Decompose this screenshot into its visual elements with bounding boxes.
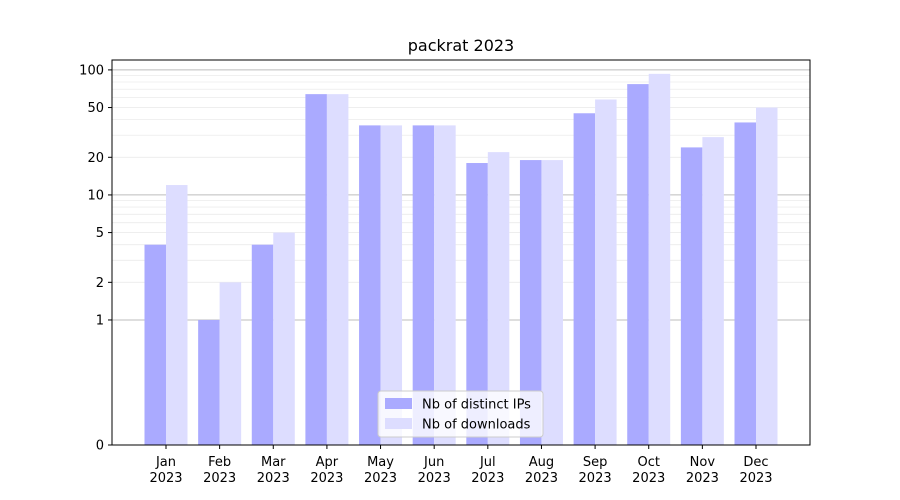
bar-distinct-ips-dec bbox=[734, 122, 756, 445]
bar-downloads-dec bbox=[756, 107, 778, 446]
bar-downloads-feb bbox=[219, 282, 242, 445]
y-tick-label: 10 bbox=[87, 188, 104, 203]
chart-title: packrat 2023 bbox=[408, 36, 514, 55]
bar-distinct-ips-feb bbox=[198, 319, 220, 445]
x-tick-label: Sep 2023 bbox=[579, 455, 612, 486]
y-tick-label: 20 bbox=[87, 151, 104, 166]
x-tick-label: Jul 2023 bbox=[471, 455, 504, 486]
y-tick-label: 50 bbox=[87, 101, 104, 116]
x-tick-label: May 2023 bbox=[364, 455, 397, 486]
bar-distinct-ips-may bbox=[359, 125, 381, 445]
bar-distinct-ips-jul bbox=[466, 163, 488, 445]
legend-label: Nb of distinct IPs bbox=[422, 398, 531, 413]
bar-distinct-ips-oct bbox=[627, 84, 649, 446]
bars bbox=[144, 73, 778, 446]
bar-downloads-nov bbox=[702, 137, 724, 445]
bar-downloads-aug bbox=[541, 160, 563, 445]
bar-downloads-mar bbox=[273, 232, 295, 445]
legend-swatch bbox=[385, 418, 412, 429]
x-tick-label: Oct 2023 bbox=[632, 455, 665, 486]
bar-distinct-ips-nov bbox=[680, 147, 703, 446]
y-tick-label: 1 bbox=[96, 313, 104, 328]
legend: Nb of distinct IPs Nb of downloads bbox=[377, 390, 544, 438]
legend-box bbox=[377, 390, 544, 438]
bar-distinct-ips-jan bbox=[144, 244, 166, 445]
bar-distinct-ips-apr bbox=[305, 94, 327, 446]
bar-downloads-apr bbox=[326, 94, 349, 446]
plot-frame bbox=[111, 59, 811, 446]
x-tick-label: Nov 2023 bbox=[686, 455, 719, 486]
bar-downloads-sep bbox=[595, 99, 617, 446]
y-tick-label: 0 bbox=[96, 439, 104, 454]
bar-distinct-ips-mar bbox=[251, 244, 274, 445]
bar-distinct-ips-aug bbox=[519, 160, 542, 445]
bar-distinct-ips-sep bbox=[573, 113, 596, 445]
x-tick-label: Dec 2023 bbox=[739, 455, 772, 486]
y-axis: 0 1 2 5 10 20 50 100 bbox=[79, 63, 112, 454]
y-tick-label: 100 bbox=[79, 63, 104, 78]
x-tick-label: Aug 2023 bbox=[525, 455, 558, 486]
x-tick-label: Feb 2023 bbox=[203, 455, 236, 486]
bar-downloads-may bbox=[380, 125, 403, 445]
legend-label: Nb of downloads bbox=[422, 418, 531, 433]
legend-swatch bbox=[385, 398, 412, 409]
x-axis: Jan 2023 Feb 2023 Mar 2023 Apr 2023 May 2023 Jun 20… bbox=[149, 445, 773, 486]
bar-downloads-jan bbox=[166, 185, 188, 445]
y-tick-label: 2 bbox=[96, 276, 104, 291]
y-tick-label: 5 bbox=[96, 226, 104, 241]
bar-downloads-jul bbox=[487, 152, 510, 445]
x-tick-label: Jun 2023 bbox=[418, 455, 451, 486]
x-tick-label: Mar 2023 bbox=[257, 455, 290, 486]
grid-lines bbox=[112, 69, 810, 321]
bar-distinct-ips-jun bbox=[412, 125, 435, 445]
x-tick-label: Apr 2023 bbox=[310, 455, 343, 486]
bar-downloads-jun bbox=[434, 125, 456, 445]
bar-downloads-oct bbox=[648, 73, 671, 445]
x-tick-label: Jan 2023 bbox=[149, 455, 182, 486]
